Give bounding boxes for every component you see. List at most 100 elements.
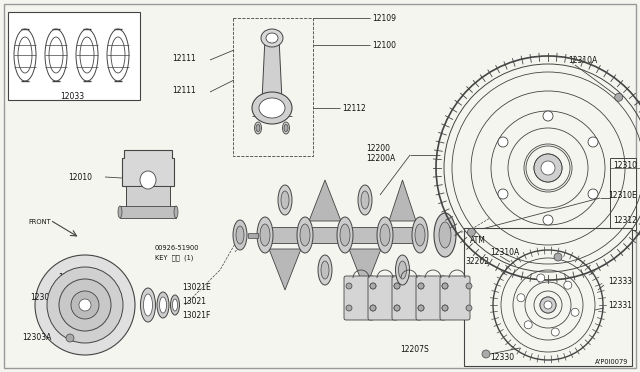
Circle shape: [571, 308, 579, 316]
Circle shape: [541, 161, 555, 175]
Text: 13021: 13021: [182, 298, 206, 307]
Text: 00926-51900: 00926-51900: [155, 245, 200, 251]
Circle shape: [418, 283, 424, 289]
Circle shape: [370, 305, 376, 311]
Polygon shape: [122, 150, 174, 186]
Circle shape: [588, 189, 598, 199]
Text: KEY  キー  (1): KEY キー (1): [155, 255, 193, 261]
Polygon shape: [349, 249, 381, 290]
Circle shape: [467, 228, 476, 236]
Polygon shape: [309, 180, 341, 221]
Circle shape: [614, 93, 623, 101]
Ellipse shape: [439, 222, 451, 248]
Circle shape: [394, 283, 400, 289]
Text: 12333: 12333: [608, 278, 632, 286]
Circle shape: [79, 299, 91, 311]
Circle shape: [498, 189, 508, 199]
Polygon shape: [271, 227, 299, 243]
Text: 12303A: 12303A: [22, 334, 51, 343]
Circle shape: [418, 305, 424, 311]
Text: 12207S: 12207S: [401, 346, 429, 355]
Text: 12010: 12010: [68, 173, 92, 182]
Ellipse shape: [118, 206, 122, 218]
Circle shape: [370, 283, 376, 289]
Ellipse shape: [278, 185, 292, 215]
Ellipse shape: [399, 261, 406, 279]
Circle shape: [442, 305, 448, 311]
Ellipse shape: [255, 122, 262, 134]
Text: 12331: 12331: [608, 301, 632, 310]
FancyBboxPatch shape: [440, 276, 470, 320]
Ellipse shape: [143, 294, 152, 316]
Circle shape: [534, 154, 562, 182]
Bar: [248, 233, 258, 238]
Circle shape: [418, 305, 424, 311]
Ellipse shape: [257, 217, 273, 253]
Circle shape: [35, 255, 135, 355]
Circle shape: [59, 279, 111, 331]
Ellipse shape: [415, 224, 425, 246]
Bar: [126, 186, 170, 211]
Ellipse shape: [140, 171, 156, 189]
Ellipse shape: [300, 224, 310, 246]
Ellipse shape: [396, 255, 410, 285]
Text: 12111: 12111: [172, 54, 196, 62]
Text: 12310: 12310: [613, 160, 637, 170]
Ellipse shape: [233, 220, 247, 250]
Bar: [464, 228, 632, 366]
Ellipse shape: [297, 217, 313, 253]
Circle shape: [418, 283, 424, 289]
Ellipse shape: [377, 217, 393, 253]
Text: 12200: 12200: [366, 144, 390, 153]
Polygon shape: [391, 227, 414, 243]
Ellipse shape: [284, 125, 288, 131]
Bar: [610, 158, 636, 230]
Circle shape: [564, 281, 572, 289]
Text: 12303D: 12303D: [30, 294, 60, 302]
Circle shape: [370, 305, 376, 311]
Circle shape: [394, 305, 400, 311]
Text: 32202: 32202: [465, 257, 489, 266]
FancyBboxPatch shape: [392, 276, 422, 320]
Circle shape: [346, 305, 352, 311]
Text: 12200A: 12200A: [366, 154, 396, 163]
Circle shape: [66, 334, 74, 342]
Circle shape: [71, 291, 99, 319]
Circle shape: [543, 111, 553, 121]
Circle shape: [47, 267, 123, 343]
Circle shape: [442, 283, 448, 289]
Ellipse shape: [159, 297, 166, 313]
Text: FRONT: FRONT: [28, 219, 51, 225]
Text: 12111: 12111: [172, 86, 196, 94]
Polygon shape: [262, 38, 282, 100]
Ellipse shape: [318, 255, 332, 285]
Ellipse shape: [358, 185, 372, 215]
Ellipse shape: [321, 261, 329, 279]
Circle shape: [498, 137, 508, 147]
Ellipse shape: [282, 122, 289, 134]
Circle shape: [537, 274, 545, 282]
FancyBboxPatch shape: [416, 276, 446, 320]
Ellipse shape: [256, 125, 260, 131]
Text: 13021E: 13021E: [182, 283, 211, 292]
Text: 12310E: 12310E: [608, 190, 637, 199]
Ellipse shape: [380, 224, 390, 246]
Text: 12100: 12100: [372, 41, 396, 49]
Text: A'P0l0079: A'P0l0079: [595, 359, 628, 365]
Ellipse shape: [412, 217, 428, 253]
Circle shape: [554, 253, 562, 261]
Ellipse shape: [281, 191, 289, 209]
Text: 12330: 12330: [490, 353, 514, 362]
Circle shape: [482, 350, 490, 358]
Ellipse shape: [434, 213, 456, 257]
Text: 12310A: 12310A: [490, 247, 519, 257]
Circle shape: [524, 321, 532, 329]
Ellipse shape: [174, 206, 178, 218]
Circle shape: [370, 283, 376, 289]
Text: 12112: 12112: [342, 103, 365, 112]
Circle shape: [442, 283, 448, 289]
Polygon shape: [269, 249, 301, 290]
Circle shape: [543, 215, 553, 225]
Text: 13021F: 13021F: [182, 311, 211, 320]
Ellipse shape: [261, 29, 283, 47]
